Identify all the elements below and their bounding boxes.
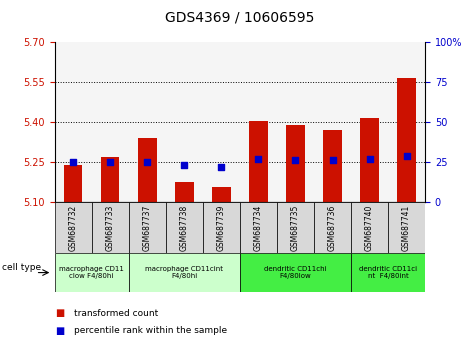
Text: GSM687739: GSM687739 xyxy=(217,204,226,251)
Point xyxy=(292,158,299,163)
Point xyxy=(69,159,77,165)
Point xyxy=(403,153,410,158)
Bar xyxy=(138,138,157,202)
Bar xyxy=(92,202,129,253)
Text: GSM687737: GSM687737 xyxy=(143,204,152,251)
Bar xyxy=(286,125,305,202)
Bar xyxy=(64,165,83,202)
Text: GSM687740: GSM687740 xyxy=(365,204,374,251)
Point xyxy=(329,158,336,163)
Bar xyxy=(240,253,351,292)
Bar xyxy=(166,202,203,253)
Text: GSM687735: GSM687735 xyxy=(291,204,300,251)
Text: transformed count: transformed count xyxy=(74,309,158,318)
Bar xyxy=(351,202,388,253)
Text: GDS4369 / 10606595: GDS4369 / 10606595 xyxy=(165,11,314,25)
Point xyxy=(180,162,188,168)
Text: cell type: cell type xyxy=(2,263,41,272)
Bar xyxy=(203,202,240,253)
Text: GSM687741: GSM687741 xyxy=(402,204,411,251)
Point xyxy=(218,164,225,170)
Bar xyxy=(55,253,129,292)
Point xyxy=(143,159,151,165)
Bar xyxy=(129,253,240,292)
Bar xyxy=(55,202,92,253)
Bar xyxy=(101,157,120,202)
Bar xyxy=(323,130,342,202)
Bar xyxy=(175,182,194,202)
Bar xyxy=(249,121,267,202)
Bar xyxy=(277,202,314,253)
Text: GSM687738: GSM687738 xyxy=(180,204,189,251)
Bar xyxy=(212,187,231,202)
Text: GSM687734: GSM687734 xyxy=(254,204,263,251)
Bar xyxy=(361,118,379,202)
Bar xyxy=(129,202,166,253)
Text: GSM687736: GSM687736 xyxy=(328,204,337,251)
Bar xyxy=(314,202,351,253)
Point xyxy=(366,156,373,161)
Text: macrophage CD11cint
F4/80hi: macrophage CD11cint F4/80hi xyxy=(145,266,223,279)
Point xyxy=(106,159,114,165)
Text: GSM687733: GSM687733 xyxy=(106,204,114,251)
Text: dendritic CD11chi
F4/80low: dendritic CD11chi F4/80low xyxy=(264,266,327,279)
Text: dendritic CD11ci
nt  F4/80int: dendritic CD11ci nt F4/80int xyxy=(359,266,417,279)
Text: ■: ■ xyxy=(55,308,64,318)
Text: ■: ■ xyxy=(55,326,64,336)
Bar xyxy=(351,253,425,292)
Point xyxy=(255,156,262,161)
Text: macrophage CD11
clow F4/80hi: macrophage CD11 clow F4/80hi xyxy=(59,266,124,279)
Bar xyxy=(397,78,416,202)
Text: percentile rank within the sample: percentile rank within the sample xyxy=(74,326,227,336)
Bar xyxy=(388,202,425,253)
Bar xyxy=(240,202,277,253)
Text: GSM687732: GSM687732 xyxy=(69,204,77,251)
